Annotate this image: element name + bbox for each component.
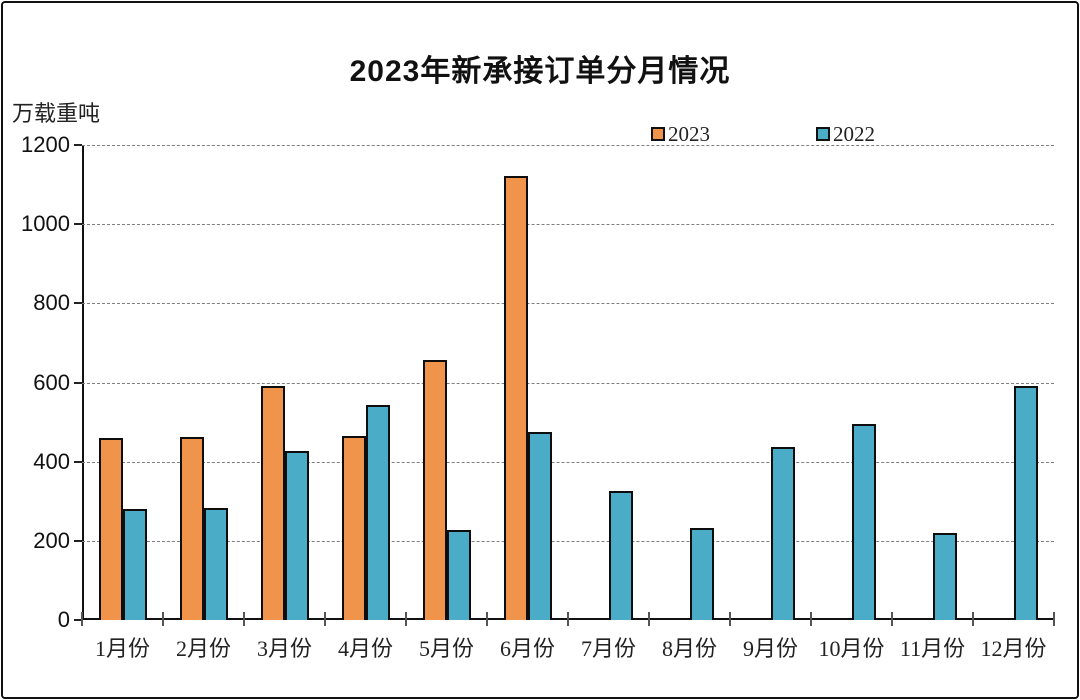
x-tick-label-11月份: 11月份 [899, 636, 966, 661]
x-tick-4 [405, 612, 407, 626]
bar-2022-3月份 [284, 451, 309, 620]
x-tick-3 [324, 612, 326, 626]
legend-swatch-2023 [651, 127, 665, 141]
y-tick-1200 [74, 144, 82, 146]
x-tick-label-6月份: 6月份 [499, 636, 555, 661]
gridline-1000 [82, 224, 1054, 226]
legend-label-2023: 2023 [668, 121, 710, 146]
bar-2023-6月份 [503, 175, 528, 620]
bar-2022-1月份 [122, 508, 147, 620]
x-tick-label-3月份: 3月份 [256, 636, 312, 661]
x-tick-6 [567, 612, 569, 626]
bar-2023-4月份 [341, 435, 366, 620]
y-tick-label-0: 0 [57, 607, 70, 632]
x-tick-2 [243, 612, 245, 626]
x-tick-12 [1053, 612, 1055, 626]
y-tick-label-1000: 1000 [21, 211, 70, 237]
bar-2022-4月份 [365, 405, 390, 620]
gridline-800 [82, 303, 1054, 305]
bar-2022-12月份 [1013, 386, 1038, 620]
x-tick-label-7月份: 7月份 [580, 636, 636, 661]
gridline-1200 [82, 145, 1054, 146]
y-tick-0 [74, 619, 82, 621]
legend: 2023 2022 [0, 121, 1080, 147]
x-tick-label-10月份: 10月份 [818, 636, 885, 661]
x-tick-label-4月份: 4月份 [337, 636, 393, 661]
gridline-200 [82, 540, 1054, 542]
x-tick-1 [162, 612, 164, 626]
x-tick-9 [810, 612, 812, 626]
y-tick-label-600: 600 [33, 369, 70, 395]
y-tick-label-200: 200 [33, 527, 70, 553]
x-tick-10 [891, 612, 893, 626]
bar-2022-5月份 [446, 529, 471, 620]
y-tick-200 [74, 539, 82, 542]
plot-area [74, 144, 1055, 626]
bar-2022-9月份 [770, 446, 795, 620]
bar-2022-2月份 [203, 507, 228, 620]
x-tick-label-12月份: 12月份 [980, 636, 1047, 661]
y-axis-tick-labels: 0 200 400 600 800 1000 1200 [0, 132, 70, 632]
bar-2023-3月份 [260, 386, 285, 620]
bar-2022-7月份 [608, 490, 633, 620]
bar-2023-5月份 [422, 359, 447, 620]
legend-item-2022: 2022 [816, 121, 875, 146]
y-axis-unit-label: 万载重吨 [12, 101, 101, 126]
bar-2022-8月份 [689, 528, 714, 620]
bar-2022-10月份 [851, 424, 876, 620]
x-tick-8 [729, 612, 731, 626]
y-tick-800 [74, 302, 82, 305]
x-axis-tick-labels: 1月份 2月份 3月份 4月份 5月份 6月份 7月份 8月份 9月份 10月份 11月份 12月份 [82, 634, 1054, 666]
legend-swatch-2022 [816, 127, 830, 141]
bar-2023-2月份 [179, 436, 204, 620]
bar-2022-6月份 [527, 431, 552, 620]
legend-label-2022: 2022 [833, 121, 875, 146]
legend-item-2023: 2023 [651, 121, 710, 146]
x-tick-label-5月份: 5月份 [418, 636, 474, 661]
y-tick-label-400: 400 [33, 448, 70, 474]
bar-2022-11月份 [932, 532, 957, 620]
y-tick-400 [74, 460, 82, 463]
gridline-600 [82, 382, 1054, 384]
y-tick-label-1200: 1200 [21, 132, 70, 157]
x-tick-label-1月份: 1月份 [94, 636, 150, 661]
x-tick-7 [648, 612, 650, 626]
x-tick-5 [486, 612, 488, 626]
y-tick-1000 [74, 223, 82, 226]
x-tick-label-9月份: 9月份 [742, 636, 798, 661]
x-tick-label-2月份: 2月份 [175, 636, 231, 661]
chart-title: 2023年新承接订单分月情况 [349, 55, 731, 89]
y-tick-600 [74, 381, 82, 384]
y-tick-label-800: 800 [33, 290, 70, 316]
x-tick-0 [81, 612, 83, 626]
bar-2023-1月份 [98, 437, 123, 620]
gridline-400 [82, 461, 1054, 463]
x-tick-label-8月份: 8月份 [661, 636, 717, 661]
x-tick-11 [972, 612, 974, 626]
